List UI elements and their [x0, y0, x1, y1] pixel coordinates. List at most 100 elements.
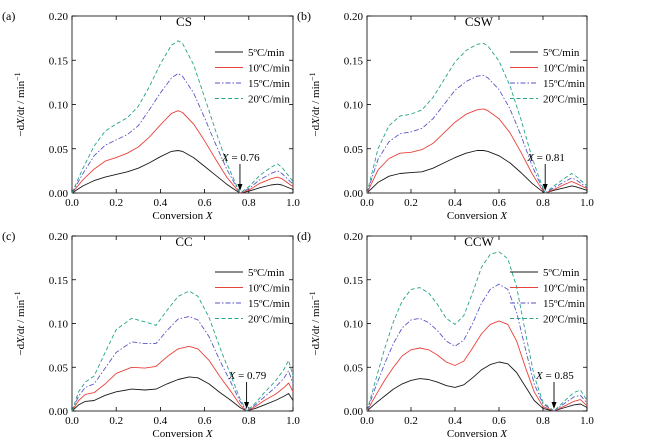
panel-d-y-tick-label: 0.10	[344, 319, 364, 331]
panel-c-y-tick-label: 0.10	[49, 319, 69, 331]
panel-c-annotation-arrowhead	[244, 402, 250, 409]
panel-c-legend-label: 5ºC/min	[248, 267, 285, 279]
panel-a-x-axis-label: Conversion X	[152, 210, 213, 222]
panel-d-y-tick-label: 0.05	[344, 362, 364, 374]
panel-c-x-tick-label: 0.6	[198, 415, 212, 427]
panel-a-y-tick-label: 0.20	[49, 11, 69, 23]
panel-d-series-line	[366, 251, 588, 412]
panel-c-legend-label: 15ºC/min	[248, 298, 290, 310]
panel-b-legend-label: 5ºC/min	[543, 47, 580, 59]
panel-c-x-tick-label: 0.8	[242, 415, 256, 427]
panel-b: 0.0 0.2 0.4 0.6 0.8 1.0 0.00 0.05 0.10 0.15 0.20 Co…	[297, 9, 594, 222]
panel-d-legend-label: 5ºC/min	[543, 267, 580, 279]
panel-a-y-axis-label: −dX/dt / min−1	[13, 72, 28, 136]
panel-a-y-tick-label: 0.10	[49, 100, 69, 112]
panel-c-y-axis-label: −dX/dt / min−1	[13, 291, 28, 355]
panel-a-x-tick-label: 0.6	[198, 197, 212, 209]
panel-d-x-tick-label: 0.4	[448, 415, 462, 427]
panel-c-y-tick-label: 0.05	[49, 362, 69, 374]
panel-b-x-tick-label: 0.4	[448, 197, 462, 209]
panel-a-x-tick-label: 0.8	[242, 197, 256, 209]
panel-a-x-tick-label: 0.2	[109, 197, 123, 209]
panel-b-y-tick-label: 0.10	[344, 100, 364, 112]
panel-b-y-axis-label: −dX/dt / min−1	[308, 72, 323, 136]
panel-a-annotation-arrowhead	[237, 184, 243, 191]
panel-c-legend-label: 10ºC/min	[248, 283, 290, 295]
panel-b-x-tick-label: 0.0	[360, 197, 374, 209]
panel-d-legend-label: 20ºC/min	[543, 314, 585, 326]
panel-a-letter: (a)	[2, 9, 15, 23]
panel-c-y-tick-label: 0.00	[49, 406, 69, 418]
panel-d-title: CCW	[464, 234, 494, 249]
panel-a-legend-label: 5ºC/min	[248, 47, 285, 59]
panel-d-legend-label: 15ºC/min	[543, 298, 585, 310]
panel-c-series-line	[71, 290, 294, 412]
panel-b-series-line	[366, 108, 588, 194]
panel-b-y-tick-label: 0.00	[344, 188, 364, 200]
panel-c-y-tick-label: 0.20	[49, 231, 69, 243]
panel-a-legend-label: 15ºC/min	[248, 78, 290, 90]
panel-d-x-tick-label: 0.6	[492, 415, 506, 427]
panel-b-legend-label: 15ºC/min	[543, 78, 585, 90]
panel-d-series-line	[366, 320, 588, 412]
panel-a-title: CS	[176, 14, 192, 29]
panel-d-x-tick-label: 0.2	[404, 415, 418, 427]
panel-a-series-line	[71, 150, 294, 194]
panel-c-series-line	[71, 376, 294, 412]
panel-d-series-line	[366, 283, 588, 412]
panel-c-x-tick-label: 1.0	[286, 415, 300, 427]
panel-b-x-tick-label: 0.2	[404, 197, 418, 209]
panel-a-series-line	[71, 73, 294, 194]
panel-d: 0.0 0.2 0.4 0.6 0.8 1.0 0.00 0.05 0.10 0.15 0.20 Co…	[297, 229, 594, 440]
panel-b-title: CSW	[465, 14, 494, 29]
panel-a-y-tick-label: 0.15	[49, 55, 69, 67]
panel-b-x-axis-label: Conversion X	[447, 210, 508, 222]
panel-b-letter: (b)	[297, 9, 311, 23]
panel-b-legend-label: 10ºC/min	[543, 63, 585, 75]
panel-c-x-axis-label: Conversion X	[152, 428, 213, 440]
panel-c-x-tick-label: 0.2	[109, 415, 123, 427]
panel-a-series-line	[71, 40, 294, 194]
panel-c-y-tick-label: 0.15	[49, 275, 69, 287]
panel-d-x-axis-label: Conversion X	[447, 428, 508, 440]
panel-d-y-tick-label: 0.15	[344, 275, 364, 287]
panel-d-x-tick-label: 0.0	[360, 415, 374, 427]
panel-b-series-line	[366, 150, 588, 194]
panel-c: 0.0 0.2 0.4 0.6 0.8 1.0 0.00 0.05 0.10 0.15 0.20 Co…	[2, 229, 300, 440]
panel-a-x-tick-label: 1.0	[286, 197, 300, 209]
panel-c-series-line	[71, 345, 294, 412]
panel-d-y-tick-label: 0.00	[344, 406, 364, 418]
panel-b-y-tick-label: 0.15	[344, 55, 364, 67]
panel-d-annotation-arrowhead	[551, 402, 557, 409]
panel-b-x-tick-label: 1.0	[580, 197, 594, 209]
panel-d-legend-label: 10ºC/min	[543, 283, 585, 295]
panel-d-annotation: X = 0.85	[535, 370, 574, 382]
panel-d-y-axis-label: −dX/dt / min−1	[308, 291, 323, 355]
panel-b-x-tick-label: 0.6	[492, 197, 506, 209]
panel-a-series-line	[71, 110, 294, 194]
panel-c-x-tick-label: 0.4	[154, 415, 168, 427]
panel-a-legend-label: 10ºC/min	[248, 63, 290, 75]
panel-a-y-tick-label: 0.00	[49, 188, 69, 200]
panel-c-legend-label: 20ºC/min	[248, 314, 290, 326]
panel-d-letter: (d)	[297, 229, 311, 243]
panel-a-annotation: X = 0.76	[221, 152, 260, 164]
panel-b-y-tick-label: 0.20	[344, 11, 364, 23]
panel-b-x-tick-label: 0.8	[536, 197, 550, 209]
panel-b-series-line	[366, 74, 588, 194]
panel-d-x-tick-label: 1.0	[580, 415, 594, 427]
panel-c-letter: (c)	[2, 229, 15, 243]
panel-b-annotation: X = 0.81	[526, 152, 565, 164]
panel-a: 0.0 0.2 0.4 0.6 0.8 1.0 0.00 0.05 0.10 0.15 0.20 Co…	[2, 9, 300, 222]
panel-a-x-tick-label: 0.4	[154, 197, 168, 209]
panel-a-y-tick-label: 0.05	[49, 144, 69, 156]
panel-b-annotation-arrowhead	[542, 184, 548, 191]
panel-b-legend-label: 20ºC/min	[543, 94, 585, 106]
panel-a-x-tick-label: 0.0	[65, 197, 79, 209]
panel-c-annotation: X = 0.79	[228, 370, 267, 382]
panel-a-legend-label: 20ºC/min	[248, 94, 290, 106]
panel-b-series-line	[366, 42, 588, 194]
panel-b-y-tick-label: 0.05	[344, 144, 364, 156]
panel-c-series-line	[71, 316, 294, 412]
